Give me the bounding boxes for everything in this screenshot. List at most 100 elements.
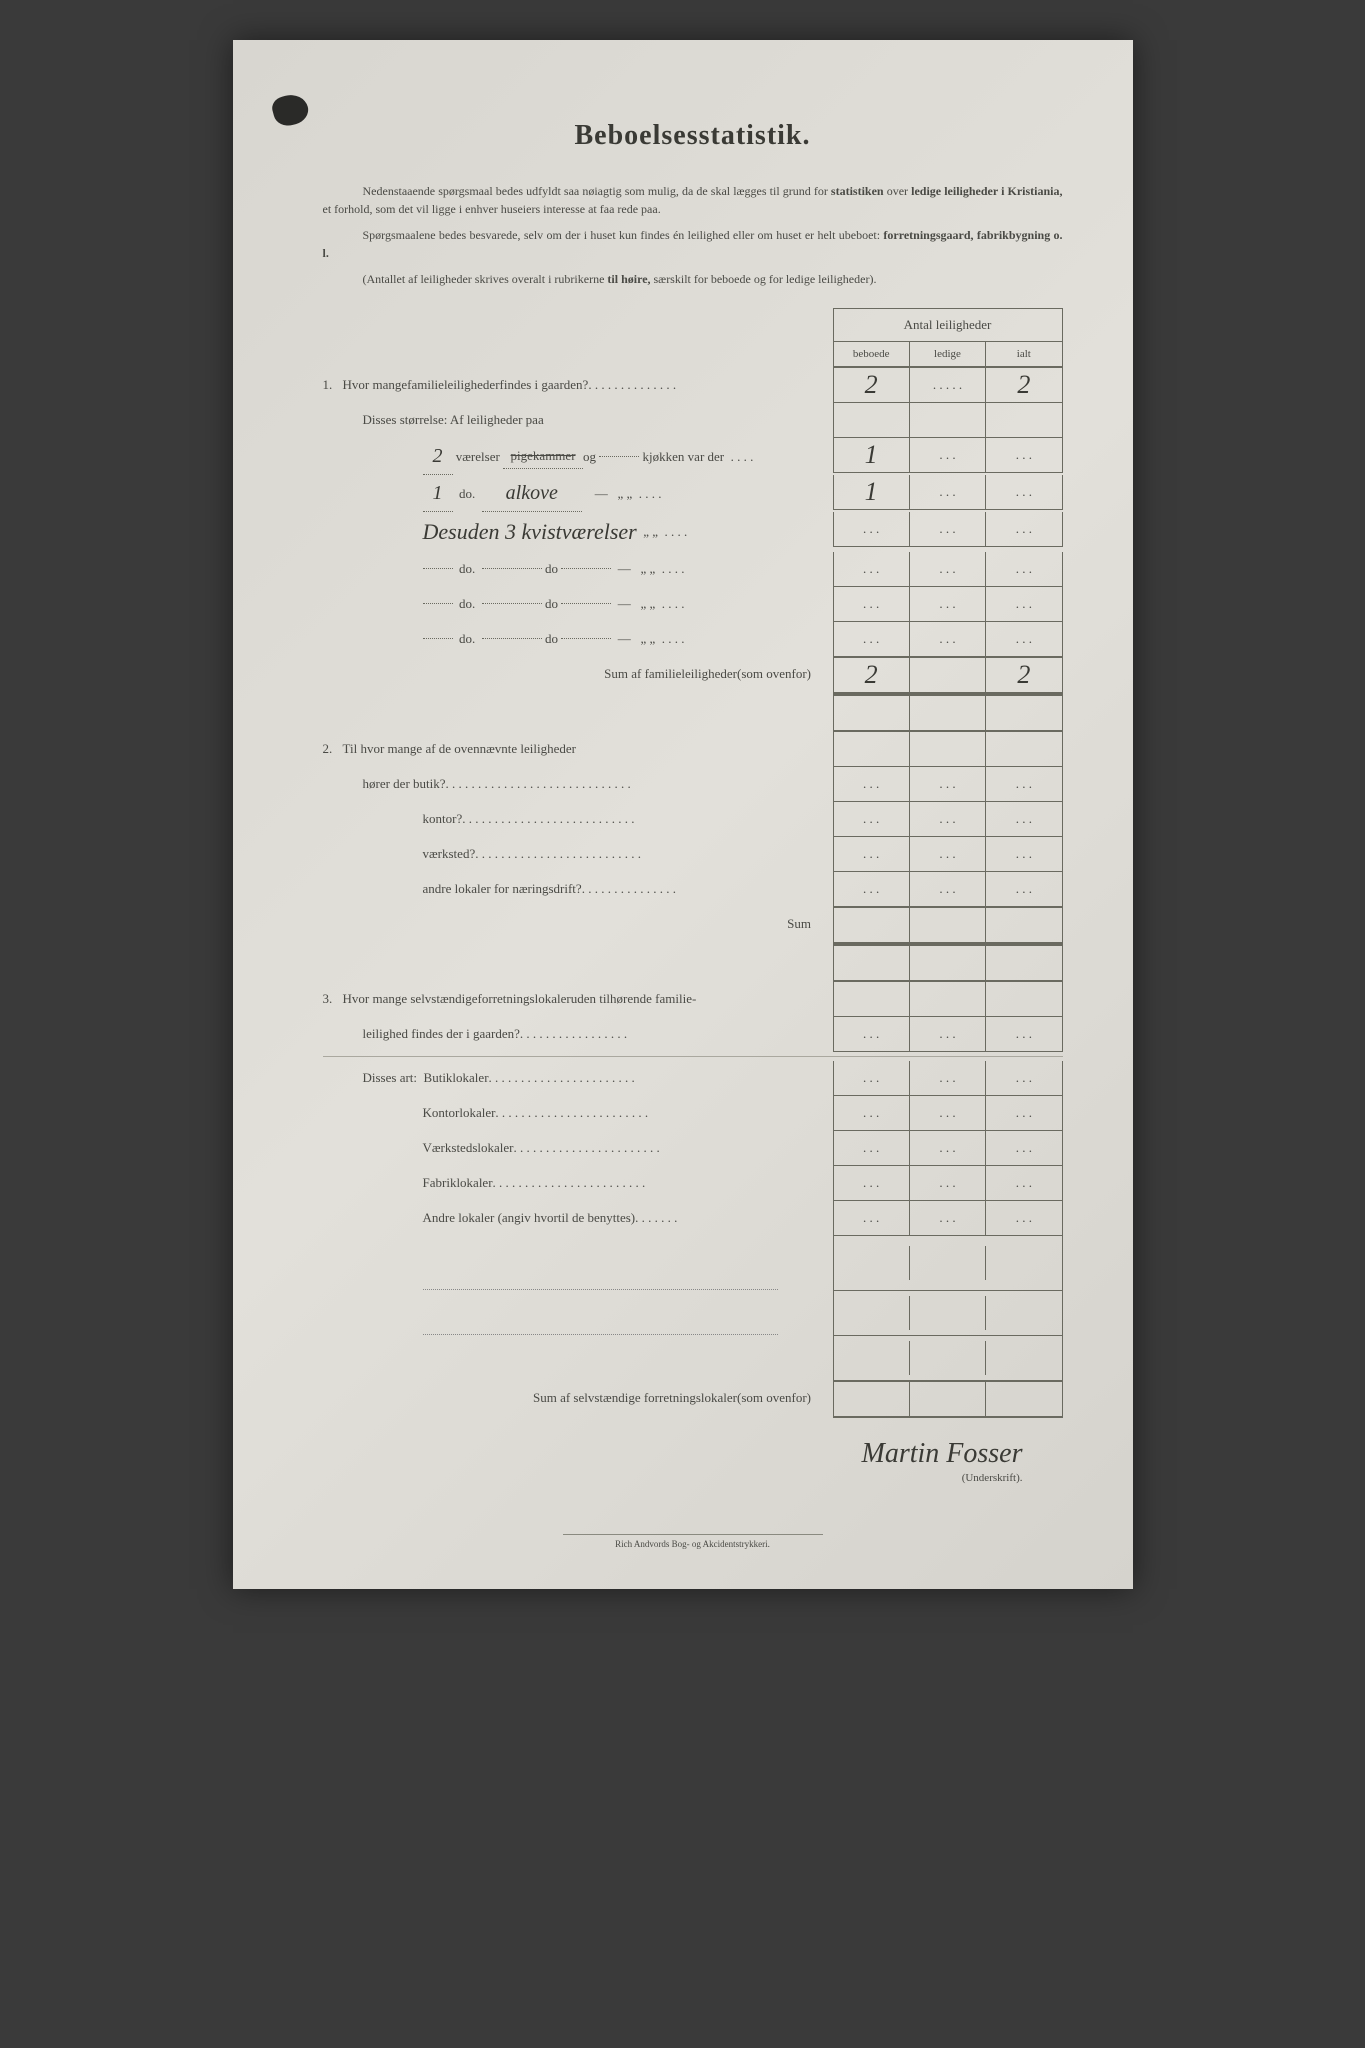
q1-row-blank: do. do — „ „ . . . . — [323, 552, 818, 586]
table-row: 1 . . . . . . — [834, 475, 1062, 509]
cell: . . . — [834, 1166, 910, 1200]
cell: . . . — [834, 512, 910, 546]
intro-text: Spørgsmaalene bedes besvarede, selv om d… — [363, 228, 884, 242]
intro-p1: Nedenstaaende spørgsmaal bedes udfyldt s… — [323, 182, 1063, 218]
intro-bold: til høire, — [607, 272, 650, 286]
cell: . . . — [986, 802, 1061, 836]
label: og — [583, 445, 596, 468]
dots: . . . . . — [933, 377, 962, 393]
q1-row1: 2 værelser pigekammer og kjøkken var der… — [323, 438, 818, 475]
q1-text: findes i gaarden? — [500, 373, 589, 396]
intro-p3: (Antallet af leiligheder skrives overalt… — [323, 270, 1063, 288]
label: andre lokaler for næringsdrift? — [423, 877, 582, 900]
q3-r4: Fabriklokaler . . . . . . . . . . . . . … — [323, 1166, 818, 1200]
ditto: „ „ — [643, 520, 658, 543]
label: do. — [459, 592, 475, 615]
q3-text: Hvor mange selvstændige — [343, 987, 478, 1010]
label: kontor? — [423, 807, 463, 830]
q1-text: Hvor mange — [343, 373, 408, 396]
q3-sum: Sum af selvstændige forretningslokaler (… — [323, 1381, 818, 1415]
q2-r4: andre lokaler for næringsdrift? . . . . … — [323, 872, 818, 906]
q3-r3: Værkstedslokaler . . . . . . . . . . . .… — [323, 1131, 818, 1165]
cell: . . . — [986, 872, 1061, 906]
label: Fabriklokaler — [423, 1171, 493, 1194]
cell-ledige: . . . . . — [910, 368, 986, 402]
col-ledige: ledige — [910, 342, 986, 366]
cell: . . . — [910, 475, 986, 509]
cell: . . . — [834, 1017, 910, 1051]
dash: — — [595, 482, 608, 505]
intro-p2: Spørgsmaalene bedes besvarede, selv om d… — [323, 226, 1063, 262]
sum-note: (som ovenfor) — [737, 662, 811, 685]
signature: Martin Fosser — [323, 1438, 1023, 1470]
dash: — — [618, 592, 631, 615]
cell: 1 — [834, 475, 910, 509]
cell: . . . — [834, 587, 910, 621]
label: hører der butik? — [363, 772, 446, 795]
cell: . . . — [986, 1061, 1061, 1095]
table-header: Antal leiligheder — [834, 309, 1062, 342]
cell: . . . — [910, 767, 986, 801]
cell: . . . — [910, 837, 986, 871]
q2-r2: kontor? . . . . . . . . . . . . . . . . … — [323, 802, 818, 836]
q1-row-blank: do. do — „ „ . . . . — [323, 622, 818, 656]
q1-row-blank: do. do — „ „ . . . . — [323, 587, 818, 621]
cell: 1 — [834, 438, 910, 472]
sum-note: (som ovenfor) — [737, 1386, 811, 1409]
cell-beboede: 2 — [834, 368, 910, 402]
struck-text: pigekammer — [503, 444, 583, 468]
page-title: Beboelsesstatistik. — [323, 120, 1063, 152]
cell: . . . — [986, 837, 1061, 871]
label: Værkstedslokaler — [423, 1136, 514, 1159]
cell: . . . — [834, 802, 910, 836]
sum-label: Sum af selvstændige forretningslokaler — [533, 1386, 737, 1409]
cell — [910, 658, 986, 692]
cell: . . . — [910, 622, 986, 656]
label: kjøkken var der — [643, 445, 725, 468]
q3-text: uden tilhørende familie- — [571, 987, 697, 1010]
dots: . . . . . . . . . . . . . . — [588, 373, 817, 396]
cell: . . . — [834, 837, 910, 871]
q3-line2: leilighed findes der i gaarden? . . . . … — [323, 1017, 818, 1051]
count-table: Antal leiligheder beboede ledige ialt — [833, 308, 1063, 368]
cell: . . . — [910, 1096, 986, 1130]
dash: — — [618, 627, 631, 650]
document-page: Beboelsesstatistik. Nedenstaaende spørgs… — [233, 40, 1133, 1589]
intro-text: Nedenstaaende spørgsmaal bedes udfyldt s… — [363, 184, 831, 198]
q1-bold: familieleiligheder — [407, 373, 499, 396]
cell: . . . — [986, 587, 1061, 621]
q1-row3: Desuden 3 kvistværelser „ „ . . . . — [323, 512, 818, 552]
cell: . . . — [986, 1096, 1061, 1130]
cell: . . . — [910, 1201, 986, 1235]
cell: . . . — [986, 438, 1061, 472]
label: Disses art: — [363, 1066, 418, 1089]
intro-text: særskilt for beboede og for ledige leili… — [651, 272, 877, 286]
cell: . . . — [910, 872, 986, 906]
label: værksted? — [423, 842, 476, 865]
hw-value: 1 — [423, 475, 453, 512]
cell: . . . — [834, 767, 910, 801]
signature-block: Martin Fosser (Underskrift). — [323, 1438, 1063, 1484]
q1-sum: Sum af familieleiligheder (som ovenfor) — [323, 657, 818, 691]
ink-smudge — [269, 91, 311, 129]
cell: . . . — [910, 512, 986, 546]
q3-text: leilighed findes der i gaarden? — [363, 1022, 520, 1045]
label: do — [545, 557, 558, 580]
cell: . . . — [834, 622, 910, 656]
blank — [561, 568, 611, 569]
table-row: 2 2 — [834, 657, 1062, 693]
q3-num: 3. — [323, 987, 343, 1010]
cell: . . . — [986, 1131, 1061, 1165]
blank — [599, 456, 639, 457]
q3-bold: forretningslokaler — [478, 987, 571, 1010]
cell: . . . — [834, 1096, 910, 1130]
ditto: „ „ — [641, 557, 656, 580]
table-columns: beboede ledige ialt — [834, 342, 1062, 367]
q1-sub-text: Disses størrelse: Af leiligheder paa — [363, 408, 544, 431]
label: do — [545, 627, 558, 650]
cell: . . . — [834, 1131, 910, 1165]
q2-num: 2. — [323, 737, 343, 760]
label: do — [545, 592, 558, 615]
q1-row2: 1 do. alkove — „ „ . . . . — [323, 475, 818, 512]
sum-label: Sum af familieleiligheder — [604, 662, 737, 685]
